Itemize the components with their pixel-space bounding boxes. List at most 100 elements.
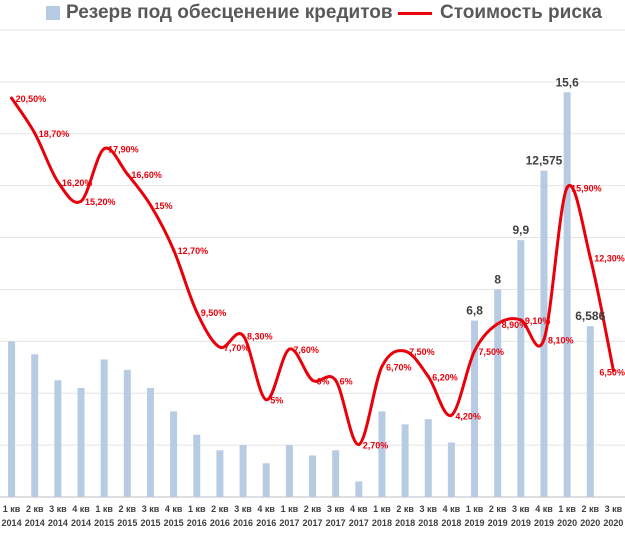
bar-26 [586, 326, 594, 497]
bar-label-24: 12,575 [526, 154, 563, 168]
line-point-13 [287, 347, 291, 351]
bar-20 [447, 442, 455, 497]
line-point-16 [357, 442, 361, 446]
x-tick-quarter-12: 4 кв [257, 504, 275, 514]
bar-8 [170, 411, 178, 497]
line-data-labels: 20,50% 18,70% 16,20% 15,20% 17,90% 16,60% 15% 1… [16, 94, 625, 450]
line-label-14: 6% [317, 376, 330, 386]
x-tick-year-22: 2019 [488, 518, 508, 528]
bar-2 [31, 354, 39, 497]
legend: Резерв под обесценение кредитов Стоимост… [0, 2, 625, 32]
x-tick-year-3: 2014 [48, 518, 68, 528]
line-label-26: 12,30% [594, 254, 625, 264]
gridlines [0, 29, 625, 498]
line-point-21 [473, 349, 477, 353]
line-label-18: 7,50% [409, 347, 435, 357]
x-tick-year-24: 2019 [534, 518, 554, 528]
x-tick-year-10: 2016 [210, 518, 230, 528]
bar-25 [563, 92, 571, 498]
bar-label-23: 9,9 [512, 223, 529, 237]
line-label-27: 6,50% [599, 368, 625, 378]
x-tick-quarter-11: 3 кв [234, 504, 252, 514]
bar-5 [100, 359, 108, 497]
x-tick-quarter-13: 1 кв [281, 504, 299, 514]
line-point-12 [264, 398, 268, 402]
x-tick-quarter-21: 1 кв [466, 504, 484, 514]
line-label-2: 18,70% [39, 129, 70, 139]
line-point-11 [241, 333, 245, 337]
line-label-23: 9,10% [525, 316, 551, 326]
bar-11 [239, 445, 247, 497]
x-tick-year-8: 2015 [164, 518, 184, 528]
x-tick-quarter-20: 4 кв [443, 504, 461, 514]
x-tick-year-20: 2018 [441, 518, 461, 528]
bar-23 [517, 240, 525, 497]
bar-21 [471, 320, 479, 497]
line-point-10 [218, 345, 222, 349]
line-label-3: 16,20% [62, 178, 93, 188]
x-tick-quarter-5: 1 кв [95, 504, 113, 514]
x-tick-year-9: 2016 [187, 518, 207, 528]
bar-6 [123, 369, 131, 497]
bar-label-21: 6,8 [466, 304, 483, 318]
x-tick-quarter-16: 4 кв [350, 504, 368, 514]
x-tick-year-14: 2017 [302, 518, 322, 528]
line-label-5: 17,90% [108, 145, 139, 155]
x-tick-quarter-7: 3 кв [142, 504, 160, 514]
bar-22 [494, 289, 502, 497]
bar-label-22: 8 [494, 272, 501, 286]
bar-label-26: 6,586 [575, 309, 605, 323]
bar-3 [54, 380, 62, 497]
line-label-20: 4,20% [455, 411, 481, 421]
x-tick-year-16: 2017 [349, 518, 369, 528]
x-tick-quarter-10: 2 кв [211, 504, 229, 514]
line-point-8 [172, 248, 176, 252]
x-tick-quarter-9: 1 кв [188, 504, 206, 514]
line-point-23 [519, 318, 523, 322]
x-axis: 1 кв 2014 2 кв 2014 3 кв 2014 4 кв 2014 1 кв 2015… [2, 504, 624, 528]
line-point-7 [148, 203, 152, 207]
line-label-16: 2,70% [363, 440, 389, 450]
line-label-7: 15% [154, 201, 172, 211]
bar-1 [8, 341, 16, 497]
x-tick-year-12: 2016 [256, 518, 276, 528]
x-tick-year-17: 2018 [372, 518, 392, 528]
line-point-3 [56, 180, 60, 184]
x-tick-quarter-23: 3 кв [512, 504, 530, 514]
bar-14 [309, 455, 316, 497]
x-tick-quarter-27: 3 кв [605, 504, 623, 514]
bar-13 [285, 445, 293, 497]
x-tick-year-21: 2019 [465, 518, 485, 528]
x-tick-year-15: 2017 [326, 518, 346, 528]
x-tick-year-25: 2020 [557, 518, 577, 528]
x-tick-quarter-25: 1 кв [558, 504, 576, 514]
line-point-4 [79, 199, 83, 203]
x-tick-year-27: 2020 [603, 518, 623, 528]
x-tick-year-2: 2014 [25, 518, 45, 528]
line-label-4: 15,20% [85, 197, 116, 207]
legend-label-cost-of-risk: Стоимость риска [440, 2, 602, 23]
x-tick-year-1: 2014 [2, 518, 22, 528]
x-tick-quarter-6: 2 кв [119, 504, 137, 514]
x-tick-quarter-15: 3 кв [327, 504, 345, 514]
line-point-27 [611, 369, 615, 373]
line-label-22: 8,90% [502, 320, 528, 330]
line-label-11: 8,30% [247, 331, 273, 341]
line-label-1: 20,50% [16, 94, 47, 104]
line-point-15 [334, 378, 338, 382]
line-point-17 [380, 365, 384, 369]
x-tick-quarter-17: 1 кв [373, 504, 391, 514]
line-label-9: 9,50% [201, 308, 227, 318]
line-point-6 [125, 172, 129, 176]
bar-19 [424, 419, 432, 497]
bar-9 [193, 434, 201, 497]
x-tick-year-11: 2016 [233, 518, 253, 528]
x-tick-year-13: 2017 [279, 518, 299, 528]
line-point-2 [33, 131, 37, 135]
x-tick-year-6: 2015 [117, 518, 137, 528]
bar-data-labels: 6,8 8 9,9 12,575 15,6 6,586 [466, 75, 605, 323]
line-point-20 [449, 413, 453, 417]
bar-4 [77, 388, 85, 497]
x-tick-quarter-19: 3 кв [419, 504, 437, 514]
cost-of-risk-line [10, 96, 615, 447]
